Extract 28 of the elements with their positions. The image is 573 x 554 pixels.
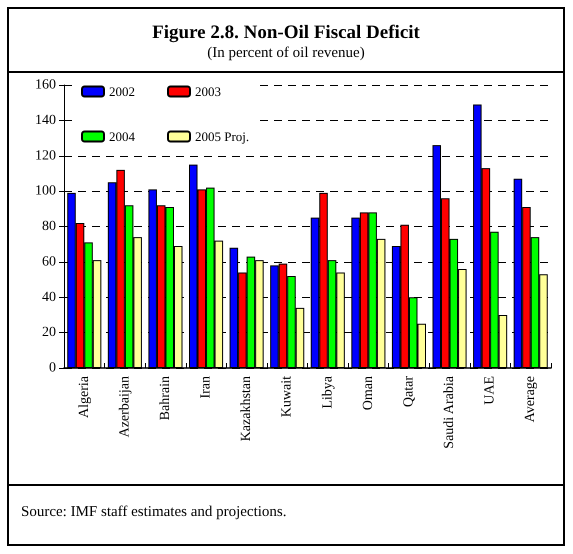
x-tick-label: Iran — [198, 376, 214, 399]
x-tick-label: Kuwait — [280, 376, 295, 418]
y-tick-label: 120 — [35, 148, 56, 164]
legend-label: 2004 — [109, 129, 136, 144]
x-tick-label: Average — [523, 376, 538, 422]
x-tick-label: UAE — [482, 376, 498, 405]
legend-label: 2002 — [109, 84, 135, 99]
x-tick-label: Qatar — [401, 376, 416, 408]
x-tick-label: Kazakhstan — [239, 376, 254, 442]
y-tick-label: 20 — [42, 325, 56, 340]
x-tick-label: Bahrain — [158, 376, 173, 420]
y-tick-label: 80 — [42, 219, 56, 234]
y-tick-label: 60 — [42, 254, 56, 270]
y-tick-label: 40 — [42, 290, 56, 305]
source-note: Source: IMF staff estimates and projections. — [21, 504, 287, 521]
x-tick-label: Oman — [360, 376, 376, 410]
x-tick-label: Azerbaijan — [117, 376, 132, 438]
y-tick-label: 0 — [49, 360, 56, 376]
legend-label: 2003 — [195, 84, 221, 99]
x-tick-label: Libya — [320, 375, 336, 409]
x-tick-label: Algeria — [76, 375, 92, 418]
y-tick-label: 100 — [35, 184, 56, 199]
y-tick-label: 160 — [35, 78, 56, 92]
chart-subtitle: (In percent of oil revenue) — [206, 45, 366, 62]
legend-label: 2005 Proj. — [195, 129, 250, 144]
y-tick-label: 140 — [35, 112, 56, 128]
x-tick-label: Saudi Arabia — [442, 375, 458, 449]
chart-title: Figure 2.8. Non-Oil Fiscal Deficit — [151, 22, 421, 44]
